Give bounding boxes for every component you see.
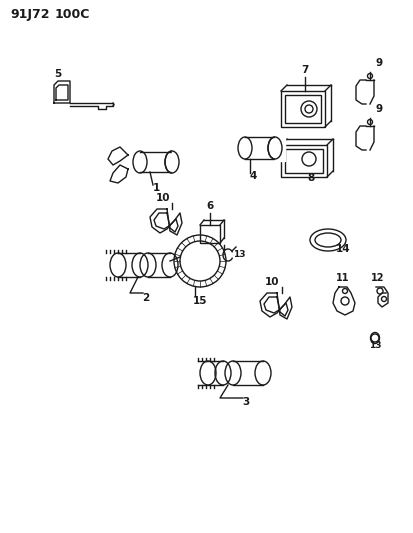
Bar <box>280 91 324 127</box>
Bar <box>274 134 284 161</box>
Bar <box>284 95 320 123</box>
Text: 2: 2 <box>142 293 149 303</box>
Text: 8: 8 <box>306 173 314 183</box>
Text: 1: 1 <box>152 183 159 193</box>
Text: 6: 6 <box>206 201 213 211</box>
Text: 13: 13 <box>233 250 245 259</box>
Text: 10: 10 <box>264 277 279 287</box>
Text: 15: 15 <box>192 296 207 306</box>
Text: 12: 12 <box>370 273 384 283</box>
Text: 3: 3 <box>242 397 249 407</box>
Text: 5: 5 <box>54 69 62 79</box>
Bar <box>199 225 219 243</box>
Text: 100C: 100C <box>55 8 90 21</box>
Text: 14: 14 <box>335 244 350 254</box>
Text: 91J72: 91J72 <box>10 8 50 21</box>
Bar <box>171 150 182 175</box>
Text: 7: 7 <box>301 65 308 75</box>
Bar <box>280 145 326 177</box>
Text: 11: 11 <box>335 273 349 283</box>
Text: 13: 13 <box>368 341 380 350</box>
Bar <box>284 149 322 173</box>
Text: 10: 10 <box>155 193 170 203</box>
Text: 4: 4 <box>249 171 256 181</box>
Text: 9: 9 <box>375 58 382 68</box>
Text: 9: 9 <box>375 104 382 114</box>
